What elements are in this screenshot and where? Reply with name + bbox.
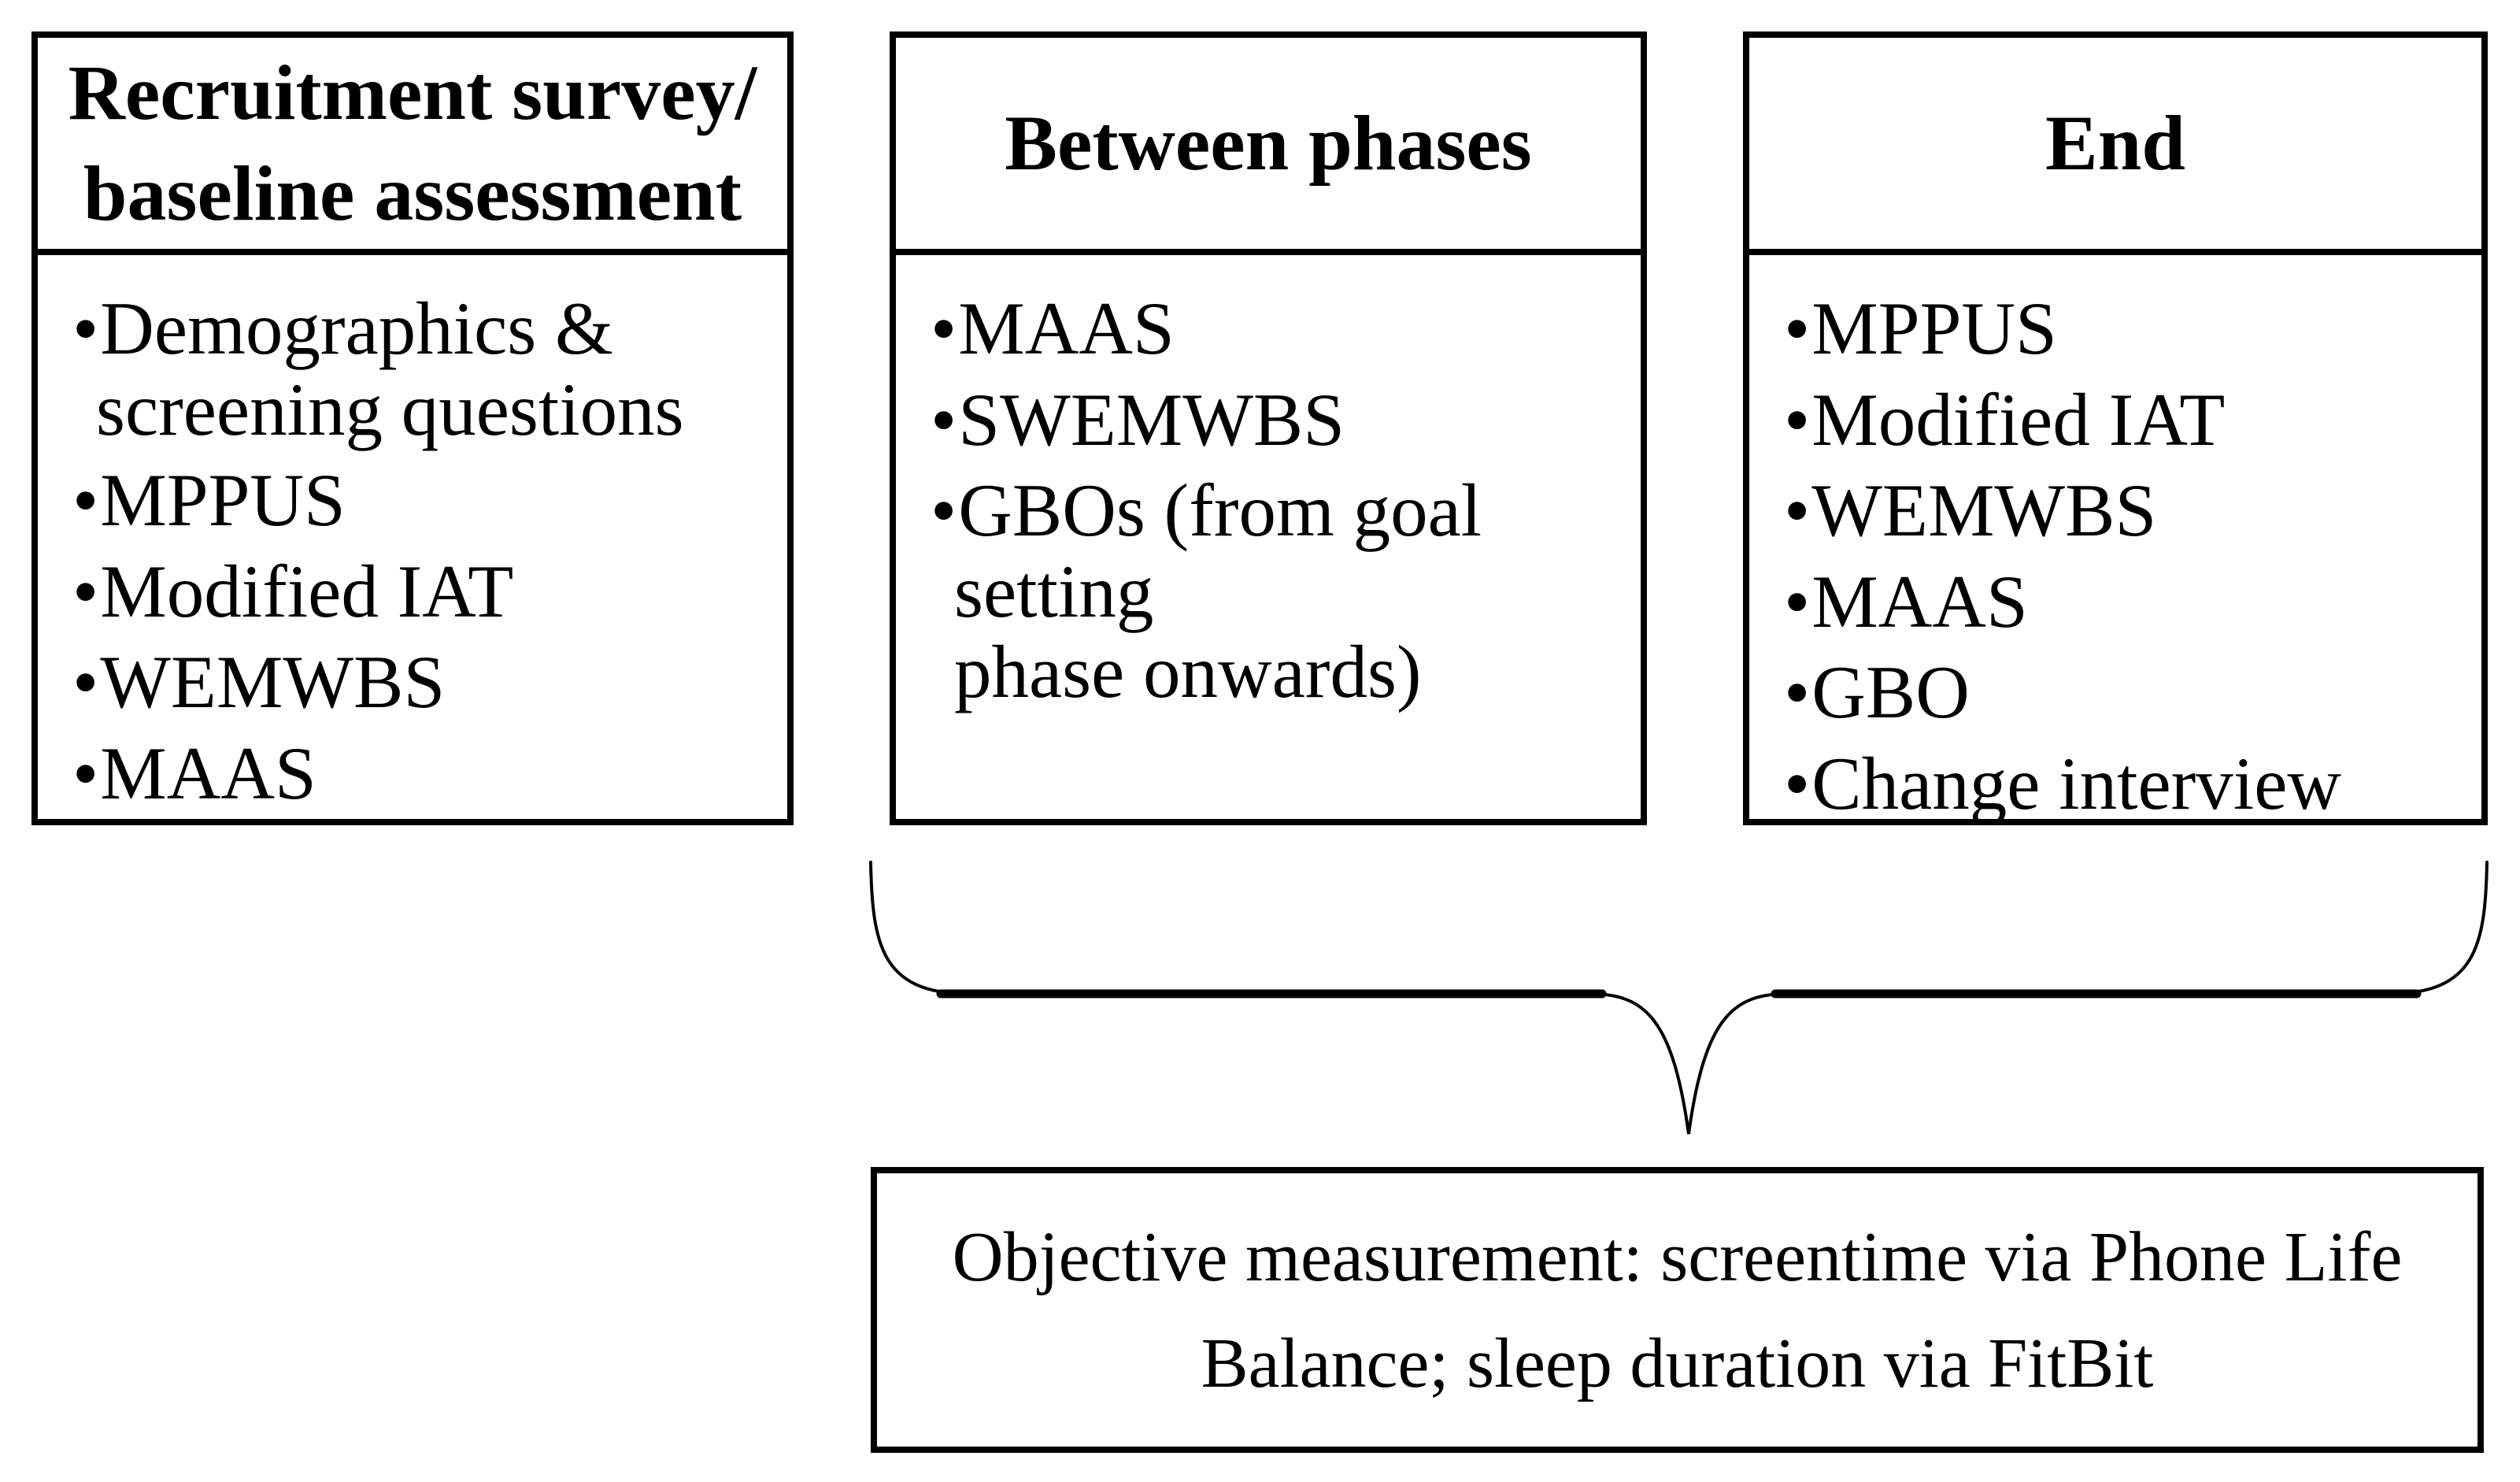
box-end-list: •MPPUS •Modified IAT •WEMWBS •MAAS •GBO … xyxy=(1784,288,2463,824)
box-end-body: •MPPUS •Modified IAT •WEMWBS •MAAS •GBO … xyxy=(1749,255,2481,824)
bullet-icon: • xyxy=(72,731,101,815)
list-item-label: GBOs (from goal setting phase onwards) xyxy=(954,469,1482,714)
list-item-label: MPPUS xyxy=(100,458,346,543)
box-objective-measurement: Objective measurement: screentime via Ph… xyxy=(871,1167,2484,1453)
list-item: •MAAS xyxy=(1784,561,2463,643)
bullet-icon: • xyxy=(72,640,101,724)
list-item: •MPPUS xyxy=(72,460,768,541)
box-between-phases: Between phases •MAAS •SWEMWBS •GBOs (fro… xyxy=(890,31,1647,825)
box-between-phases-list: •MAAS •SWEMWBS •GBOs (from goal setting … xyxy=(931,288,1622,713)
list-item-label: MPPUS xyxy=(1811,287,2057,370)
bullet-icon: • xyxy=(1784,469,1812,553)
list-item-label: Demographics & screening questions xyxy=(96,287,684,451)
bullet-icon: • xyxy=(1784,287,1812,370)
list-item: •Change interview xyxy=(1784,743,2463,824)
list-item-label: SWEMWBS xyxy=(958,377,1345,461)
objective-measurement-text: Objective measurement: screentime via Ph… xyxy=(952,1217,2403,1402)
bullet-icon: • xyxy=(931,469,959,553)
list-item-label: WEMWBS xyxy=(1811,469,2157,553)
bullet-icon: • xyxy=(72,549,101,633)
list-item-label: GBO xyxy=(1811,650,1970,735)
box-recruitment-baseline: Recruitment survey/ baseline assessment … xyxy=(31,31,794,825)
bullet-icon: • xyxy=(1784,559,1812,643)
list-item: •GBO xyxy=(1784,652,2463,733)
list-item-label: Change interview xyxy=(1811,741,2341,825)
list-item: •MPPUS xyxy=(1784,288,2463,369)
list-item-label: Modified IAT xyxy=(1811,377,2226,461)
bullet-icon: • xyxy=(1784,377,1812,461)
bullet-icon: • xyxy=(1784,741,1812,825)
box-end-title: End xyxy=(1749,38,2481,255)
box-end: End •MPPUS •Modified IAT •WEMWBS •MAAS •… xyxy=(1743,31,2488,825)
list-item-label: WEMWBS xyxy=(100,640,446,724)
list-item-label: MAAS xyxy=(1811,559,2028,643)
box-between-phases-body: •MAAS •SWEMWBS •GBOs (from goal setting … xyxy=(896,255,1641,713)
list-item: •GBOs (from goal setting phase onwards) xyxy=(931,470,1622,713)
list-item-label: Modified IAT xyxy=(100,549,514,633)
list-item: •SWEMWBS xyxy=(931,377,1622,461)
curly-brace-icon xyxy=(869,861,2489,1135)
list-item: •Demographics & screening questions xyxy=(72,288,768,450)
list-item: •MAAS xyxy=(931,288,1622,369)
list-item: •WEMWBS xyxy=(72,642,768,723)
box-recruitment-baseline-body: •Demographics & screening questions •MPP… xyxy=(38,255,787,814)
box-recruitment-baseline-list: •Demographics & screening questions •MPP… xyxy=(72,288,768,814)
box-between-phases-title: Between phases xyxy=(896,38,1641,255)
bullet-icon: • xyxy=(72,458,101,543)
list-item-label: MAAS xyxy=(958,287,1175,370)
bullet-icon: • xyxy=(931,287,959,370)
bullet-icon: • xyxy=(931,377,959,461)
box-recruitment-baseline-title: Recruitment survey/ baseline assessment xyxy=(38,38,787,255)
bullet-icon: • xyxy=(1784,650,1812,735)
bullet-icon: • xyxy=(72,287,101,370)
list-item: •Modified IAT xyxy=(1784,377,2463,461)
list-item: •WEMWBS xyxy=(1784,470,2463,551)
list-item: •Modified IAT xyxy=(72,549,768,633)
list-item-label: MAAS xyxy=(100,731,316,815)
list-item: •MAAS xyxy=(72,733,768,814)
